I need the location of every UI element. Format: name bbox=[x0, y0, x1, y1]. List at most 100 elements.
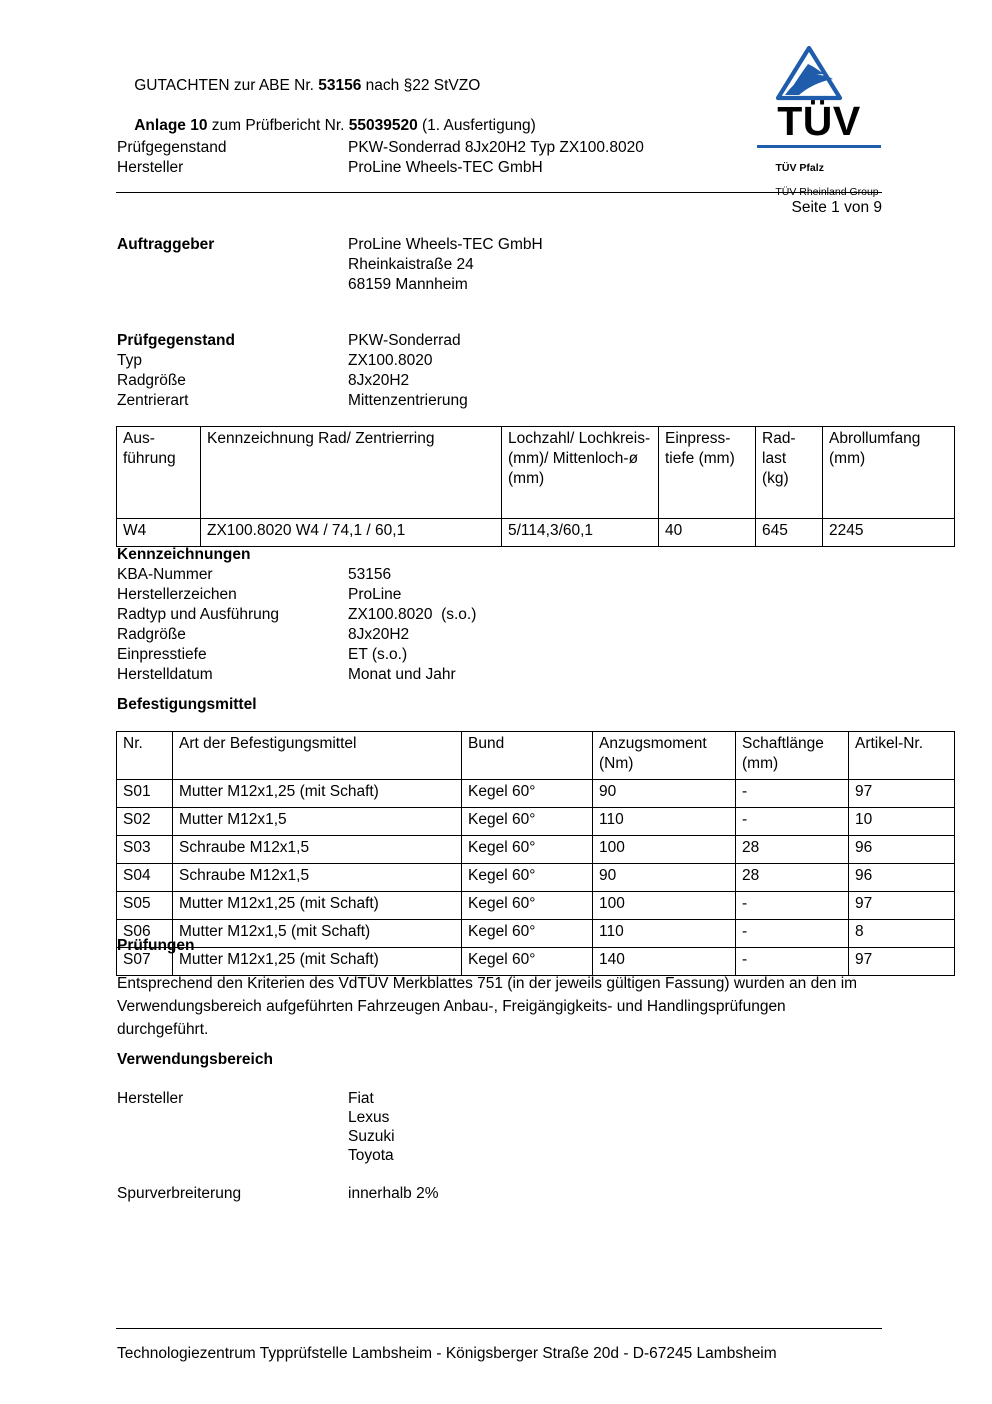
header-divider bbox=[116, 192, 882, 193]
table-header-row: Nr. Art der Befestigungsmittel Bund Anzu… bbox=[116, 731, 955, 780]
radtyp-ausfuehrung-label: Radtyp und Ausführung bbox=[117, 606, 280, 623]
fastener-cell-art: Mutter M12x1,5 (mit Schaft) bbox=[172, 919, 462, 948]
tuv-wordmark: TÜV bbox=[777, 98, 861, 144]
fastener-th-anzugsmoment: Anzugsmoment (Nm) bbox=[592, 731, 736, 780]
tuv-subtitle-pfalz: TÜV Pfalz bbox=[775, 162, 824, 174]
wheel-th-einpresstiefe: Einpress- tiefe (mm) bbox=[658, 426, 756, 519]
fastener-th-bund: Bund bbox=[461, 731, 593, 780]
pruefungen-body: Entsprechend den Kriterien des VdTÜV Mer… bbox=[117, 975, 858, 1038]
auftraggeber-label: Auftraggeber bbox=[117, 236, 215, 253]
verwendung-hersteller-fiat: Fiat bbox=[348, 1090, 374, 1107]
kennz-radgroesse-label: Radgröße bbox=[117, 626, 186, 643]
table-row: S07 Mutter M12x1,25 (mit Schaft) Kegel 6… bbox=[116, 947, 955, 976]
table-row: S01 Mutter M12x1,25 (mit Schaft) Kegel 6… bbox=[116, 779, 955, 808]
fastener-cell-nr: S07 bbox=[116, 947, 173, 976]
pruefbericht-prefix: zum Prüfbericht Nr. bbox=[207, 117, 349, 134]
fastener-cell-anzugsmoment: 100 bbox=[592, 835, 736, 864]
fastener-cell-anzugsmoment: 90 bbox=[592, 779, 736, 808]
fastener-cell-artikelnr: 97 bbox=[848, 891, 955, 920]
fastener-cell-bund: Kegel 60° bbox=[461, 947, 593, 976]
fastener-cell-artikelnr: 96 bbox=[848, 863, 955, 892]
table-row: S02 Mutter M12x1,5 Kegel 60° 110 - 10 bbox=[116, 807, 955, 836]
fastener-cell-anzugsmoment: 100 bbox=[592, 891, 736, 920]
fastener-cell-nr: S06 bbox=[116, 919, 173, 948]
verwendung-hersteller-suzuki: Suzuki bbox=[348, 1128, 395, 1145]
anlage-line: Anlage 10 zum Prüfbericht Nr. 55039520 (… bbox=[117, 96, 536, 156]
kba-nummer-label: KBA-Nummer bbox=[117, 566, 213, 583]
wheel-cell-abrollumfang: 2245 bbox=[822, 518, 955, 547]
table-header-row: Aus- führung Kennzeichnung Rad/ Zentrier… bbox=[116, 426, 955, 519]
herstelldatum-value: Monat und Jahr bbox=[348, 666, 456, 683]
table-row: S04 Schraube M12x1,5 Kegel 60° 90 28 96 bbox=[116, 863, 955, 892]
zentrierart-value: Mittenzentrierung bbox=[348, 392, 468, 409]
fastener-cell-nr: S04 bbox=[116, 863, 173, 892]
fastener-th-schaftlaenge: Schaftlänge (mm) bbox=[735, 731, 849, 780]
fastener-cell-anzugsmoment: 90 bbox=[592, 863, 736, 892]
wheel-cell-kennzeichnung: ZX100.8020 W4 / 74,1 / 60,1 bbox=[200, 518, 502, 547]
kennzeichnungen-heading: Kennzeichnungen bbox=[117, 546, 251, 563]
verwendungsbereich-heading: Verwendungsbereich bbox=[117, 1051, 273, 1068]
radtyp-ausfuehrung-value: ZX100.8020 (s.o.) bbox=[348, 606, 477, 623]
auftraggeber-line-1: ProLine Wheels-TEC GmbH bbox=[348, 236, 543, 253]
herstelldatum-label: Herstelldatum bbox=[117, 666, 213, 683]
fastener-cell-schaftlaenge: - bbox=[735, 919, 849, 948]
fastener-cell-schaftlaenge: - bbox=[735, 779, 849, 808]
verwendung-hersteller-toyota: Toyota bbox=[348, 1147, 394, 1164]
header-pruefgegenstand-label: Prüfgegenstand bbox=[117, 139, 227, 156]
fastener-cell-bund: Kegel 60° bbox=[461, 891, 593, 920]
fastener-cell-nr: S03 bbox=[116, 835, 173, 864]
fastener-cell-bund: Kegel 60° bbox=[461, 807, 593, 836]
verwendung-hersteller-lexus: Lexus bbox=[348, 1109, 390, 1126]
page-indicator: Seite 1 von 9 bbox=[791, 199, 882, 216]
table-row: S03 Schraube M12x1,5 Kegel 60° 100 28 96 bbox=[116, 835, 955, 864]
fastener-cell-bund: Kegel 60° bbox=[461, 919, 593, 948]
wheel-th-kennzeichnung: Kennzeichnung Rad/ Zentrierring bbox=[200, 426, 502, 519]
gutachten-title-prefix: GUTACHTEN zur ABE Nr. bbox=[134, 77, 319, 94]
fastener-th-art: Art der Befestigungsmittel bbox=[172, 731, 462, 780]
header-hersteller-value: ProLine Wheels-TEC GmbH bbox=[348, 159, 543, 176]
fastener-cell-schaftlaenge: - bbox=[735, 947, 849, 976]
header-pruefgegenstand-value: PKW-Sonderrad 8Jx20H2 Typ ZX100.8020 bbox=[348, 139, 644, 156]
einpresstiefe-label: Einpresstiefe bbox=[117, 646, 207, 663]
header-hersteller-label: Hersteller bbox=[117, 159, 184, 176]
pruefbericht-number: 55039520 bbox=[348, 117, 418, 134]
pruefgegenstand-value: PKW-Sonderrad bbox=[348, 332, 461, 349]
fastener-th-nr: Nr. bbox=[116, 731, 173, 780]
fastener-cell-nr: S01 bbox=[116, 779, 173, 808]
fastener-cell-bund: Kegel 60° bbox=[461, 835, 593, 864]
fastener-cell-schaftlaenge: - bbox=[735, 891, 849, 920]
fastener-cell-artikelnr: 8 bbox=[848, 919, 955, 948]
zentrierart-label: Zentrierart bbox=[117, 392, 189, 409]
gutachten-title-suffix: nach §22 StVZO bbox=[361, 77, 481, 94]
footer-address: Technologiezentrum Typprüfstelle Lambshe… bbox=[117, 1345, 777, 1362]
spurverbreiterung-value: innerhalb 2% bbox=[348, 1185, 439, 1202]
spurverbreiterung-label: Spurverbreiterung bbox=[117, 1185, 242, 1202]
abe-number: 53156 bbox=[318, 77, 362, 94]
fastener-cell-artikelnr: 97 bbox=[848, 947, 955, 976]
fastener-cell-art: Schraube M12x1,5 bbox=[172, 863, 462, 892]
fastener-cell-nr: S05 bbox=[116, 891, 173, 920]
fastener-cell-schaftlaenge: 28 bbox=[735, 835, 849, 864]
herstellerzeichen-value: ProLine bbox=[348, 586, 402, 603]
footer-divider bbox=[116, 1328, 882, 1329]
fastener-cell-artikelnr: 10 bbox=[848, 807, 955, 836]
radgroesse-value: 8Jx20H2 bbox=[348, 372, 410, 389]
fastener-cell-art: Mutter M12x1,25 (mit Schaft) bbox=[172, 891, 462, 920]
radgroesse-label: Radgröße bbox=[117, 372, 186, 389]
wheel-cell-lochzahl: 5/114,3/60,1 bbox=[501, 518, 659, 547]
fastener-cell-artikelnr: 97 bbox=[848, 779, 955, 808]
fastener-cell-anzugsmoment: 140 bbox=[592, 947, 736, 976]
fastener-cell-schaftlaenge: 28 bbox=[735, 863, 849, 892]
fastener-cell-anzugsmoment: 110 bbox=[592, 919, 736, 948]
fastener-cell-artikelnr: 96 bbox=[848, 835, 955, 864]
pruefgegenstand-label: Prüfgegenstand bbox=[117, 332, 235, 349]
pruefungen-heading: Prüfungen bbox=[117, 937, 195, 954]
typ-label: Typ bbox=[117, 352, 142, 369]
fasteners-table: Nr. Art der Befestigungsmittel Bund Anzu… bbox=[116, 731, 955, 976]
fastener-cell-schaftlaenge: - bbox=[735, 807, 849, 836]
auftraggeber-line-3: 68159 Mannheim bbox=[348, 276, 468, 293]
befestigungsmittel-heading: Befestigungsmittel bbox=[117, 696, 257, 713]
wheel-th-ausfuehrung: Aus- führung bbox=[116, 426, 201, 519]
ausfertigung-suffix: (1. Ausfertigung) bbox=[417, 117, 536, 134]
